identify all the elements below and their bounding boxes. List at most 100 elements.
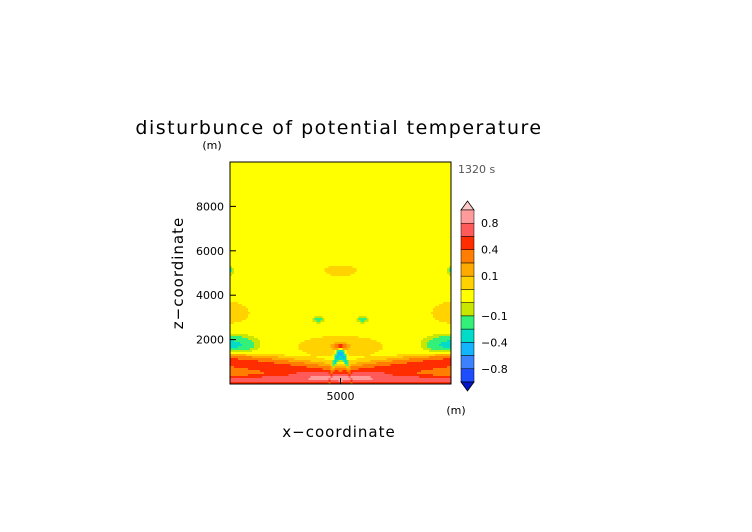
field-cell: [446, 202, 450, 205]
field-cell: [282, 162, 285, 165]
field-cell: [426, 180, 430, 183]
field-cell: [246, 212, 249, 215]
field-cell: [306, 214, 309, 217]
field-cell: [396, 178, 400, 181]
field-cell: [296, 184, 299, 187]
field-cell: [386, 226, 390, 229]
field-cell: [444, 224, 448, 227]
field-cell: [374, 194, 378, 197]
field-cell: [276, 176, 279, 179]
field-cell: [250, 204, 253, 207]
field-cell: [312, 216, 315, 219]
field-cell: [252, 234, 255, 237]
field-cell: [424, 172, 428, 175]
field-cell: [290, 224, 293, 227]
field-cell: [316, 166, 319, 169]
field-cell: [252, 236, 255, 239]
field-cell: [342, 220, 346, 223]
field-cell: [318, 198, 321, 201]
field-cell: [248, 196, 251, 199]
field-cell: [348, 244, 352, 247]
field-cell: [274, 238, 277, 241]
field-cell: [354, 224, 358, 227]
field-cell: [336, 170, 339, 173]
field-cell: [442, 202, 446, 205]
field-cell: [284, 186, 287, 189]
field-cell: [394, 236, 398, 239]
field-cell: [290, 190, 293, 193]
field-cell: [362, 178, 366, 181]
field-cell: [308, 232, 311, 235]
field-cell: [262, 250, 265, 253]
field-cell: [350, 228, 354, 231]
field-cell: [336, 172, 339, 175]
field-cell: [318, 224, 321, 227]
field-cell: [412, 164, 416, 167]
field-cell: [414, 212, 418, 215]
field-cell: [260, 236, 263, 239]
field-cell: [314, 250, 317, 253]
field-cell: [324, 206, 327, 209]
field-cell: [302, 230, 305, 233]
field-cell: [358, 198, 362, 201]
field-cell: [244, 164, 247, 167]
field-cell: [440, 172, 444, 175]
field-cell: [414, 190, 418, 193]
field-cell: [292, 186, 295, 189]
field-cell: [398, 242, 402, 245]
field-cell: [282, 192, 285, 195]
field-cell: [342, 200, 346, 203]
field-cell: [436, 202, 440, 205]
field-cell: [402, 204, 406, 207]
field-cell: [374, 236, 378, 239]
field-cell: [326, 186, 329, 189]
field-cell: [334, 204, 337, 207]
field-cell: [432, 224, 436, 227]
field-cell: [248, 170, 251, 173]
field-cell: [438, 210, 442, 213]
field-cell: [416, 242, 420, 245]
field-cell: [432, 234, 436, 237]
field-cell: [302, 238, 305, 241]
field-cell: [260, 220, 263, 223]
field-cell: [314, 188, 317, 191]
field-cell: [356, 172, 360, 175]
field-cell: [380, 224, 384, 227]
field-cell: [308, 166, 311, 169]
field-cell: [244, 202, 247, 205]
field-cell: [284, 246, 287, 249]
field-cell: [252, 198, 255, 201]
field-cell: [236, 246, 239, 249]
field-cell: [366, 188, 370, 191]
field-cell: [352, 232, 356, 235]
field-cell: [390, 196, 394, 199]
field-cell: [378, 204, 382, 207]
field-cell: [380, 202, 384, 205]
field-cell: [412, 182, 416, 185]
field-cell: [282, 226, 285, 229]
field-cell: [246, 186, 249, 189]
field-cell: [254, 164, 257, 167]
field-cell: [236, 204, 239, 207]
field-cell: [360, 224, 364, 227]
field-cell: [254, 192, 257, 195]
field-cell: [246, 236, 249, 239]
field-cell: [280, 162, 283, 165]
field-cell: [432, 168, 436, 171]
field-cell: [308, 226, 311, 229]
field-cell: [338, 238, 341, 241]
field-cell: [306, 244, 309, 247]
field-cell: [426, 198, 430, 201]
field-cell: [240, 218, 243, 221]
field-cell: [262, 202, 265, 205]
field-cell: [272, 244, 275, 247]
field-cell: [272, 162, 275, 165]
field-cell: [262, 218, 265, 221]
field-cell: [400, 222, 404, 225]
field-cell: [320, 250, 323, 253]
field-cell: [242, 182, 245, 185]
field-cell: [392, 232, 396, 235]
field-cell: [276, 234, 279, 237]
field-cell: [408, 202, 412, 205]
field-cell: [318, 204, 321, 207]
